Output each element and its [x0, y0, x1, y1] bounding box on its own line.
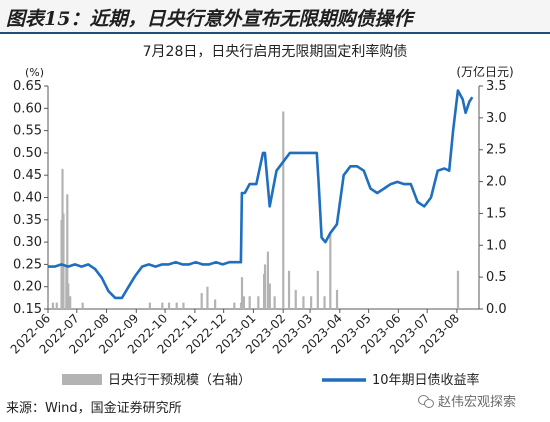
- intervention-bar: [257, 296, 260, 309]
- wechat-icon: [418, 394, 434, 408]
- intervention-bar: [148, 302, 151, 309]
- left-axis-tick-label: 0.65: [13, 79, 42, 94]
- left-axis-tick-label: 0.50: [13, 146, 42, 161]
- intervention-bar: [233, 302, 236, 309]
- intervention-bar: [302, 296, 305, 309]
- left-axis-tick-label: 0.60: [13, 101, 42, 116]
- watermark-text: 赵伟宏观探索: [438, 395, 517, 410]
- left-axis-tick-label: 0.15: [13, 302, 42, 317]
- right-axis-tick-label: 3.0: [486, 111, 507, 126]
- right-axis-tick-label: 1.5: [486, 206, 507, 221]
- source-note: 来源：Wind，国金证券研究所: [6, 401, 182, 416]
- intervention-bar: [182, 302, 185, 309]
- figure-title: 图表15：近期，日央行意外宣布无限期购债操作: [6, 8, 413, 30]
- left-axis-tick-label: 0.30: [13, 235, 42, 250]
- left-axis-tick-label: 0.40: [13, 191, 42, 206]
- chart-title: 7月28日，日央行启用无限期固定利率购债: [142, 44, 408, 60]
- legend-line-label: 10年期日债收益率: [372, 372, 480, 388]
- intervention-bar: [456, 270, 460, 309]
- intervention-bar: [51, 302, 54, 309]
- right-axis-tick-label: 1.0: [486, 238, 507, 253]
- intervention-bar: [55, 302, 58, 309]
- intervention-bar: [323, 296, 326, 309]
- right-axis-tick-label: 2.0: [486, 175, 507, 190]
- intervention-bar: [310, 296, 313, 309]
- right-axis-tick-label: 3.5: [486, 79, 507, 94]
- intervention-bar: [62, 213, 65, 309]
- intervention-bar: [242, 296, 246, 309]
- intervention-bar: [263, 264, 267, 309]
- left-axis-tick-label: 0.20: [13, 280, 42, 295]
- intervention-bar: [268, 283, 271, 309]
- intervention-bar: [67, 283, 70, 309]
- intervention-bar: [287, 270, 291, 309]
- right-axis-tick-label: 0.0: [486, 302, 507, 317]
- intervention-bar: [282, 111, 285, 309]
- intervention-bar: [273, 296, 276, 309]
- left-axis-tick-label: 0.45: [13, 168, 42, 183]
- intervention-bar: [329, 232, 332, 309]
- left-axis-tick-label: 0.35: [13, 213, 42, 228]
- intervention-bar: [294, 289, 297, 309]
- right-axis-tick-label: 2.5: [486, 143, 507, 158]
- intervention-bar: [240, 277, 244, 309]
- left-axis-tick-label: 0.55: [13, 124, 42, 139]
- right-axis-unit: (万亿日元): [456, 64, 513, 79]
- intervention-bar: [161, 302, 164, 309]
- intervention-bar: [206, 286, 209, 309]
- intervention-bar: [175, 302, 178, 309]
- legend-bar-label: 日央行干预规模（右轴）: [108, 373, 251, 388]
- left-axis-tick-label: 0.25: [13, 257, 42, 272]
- intervention-bar: [266, 251, 270, 309]
- intervention-bar: [69, 296, 72, 309]
- intervention-bar: [81, 302, 84, 309]
- yield-line: [48, 89, 474, 300]
- intervention-bar: [248, 296, 251, 309]
- intervention-bar: [167, 302, 171, 309]
- right-axis-tick-label: 0.5: [486, 270, 507, 285]
- watermark: 赵伟宏观探索: [418, 391, 516, 410]
- intervention-bar: [200, 293, 203, 309]
- figure-title-bar: 图表15：近期，日央行意外宣布无限期购债操作: [0, 0, 550, 34]
- intervention-bar: [66, 194, 69, 309]
- legend-bar-swatch: [62, 374, 102, 385]
- intervention-bar: [316, 270, 319, 309]
- intervention-bar: [335, 289, 339, 309]
- left-axis-unit: (%): [25, 66, 44, 79]
- intervention-bar: [214, 299, 217, 309]
